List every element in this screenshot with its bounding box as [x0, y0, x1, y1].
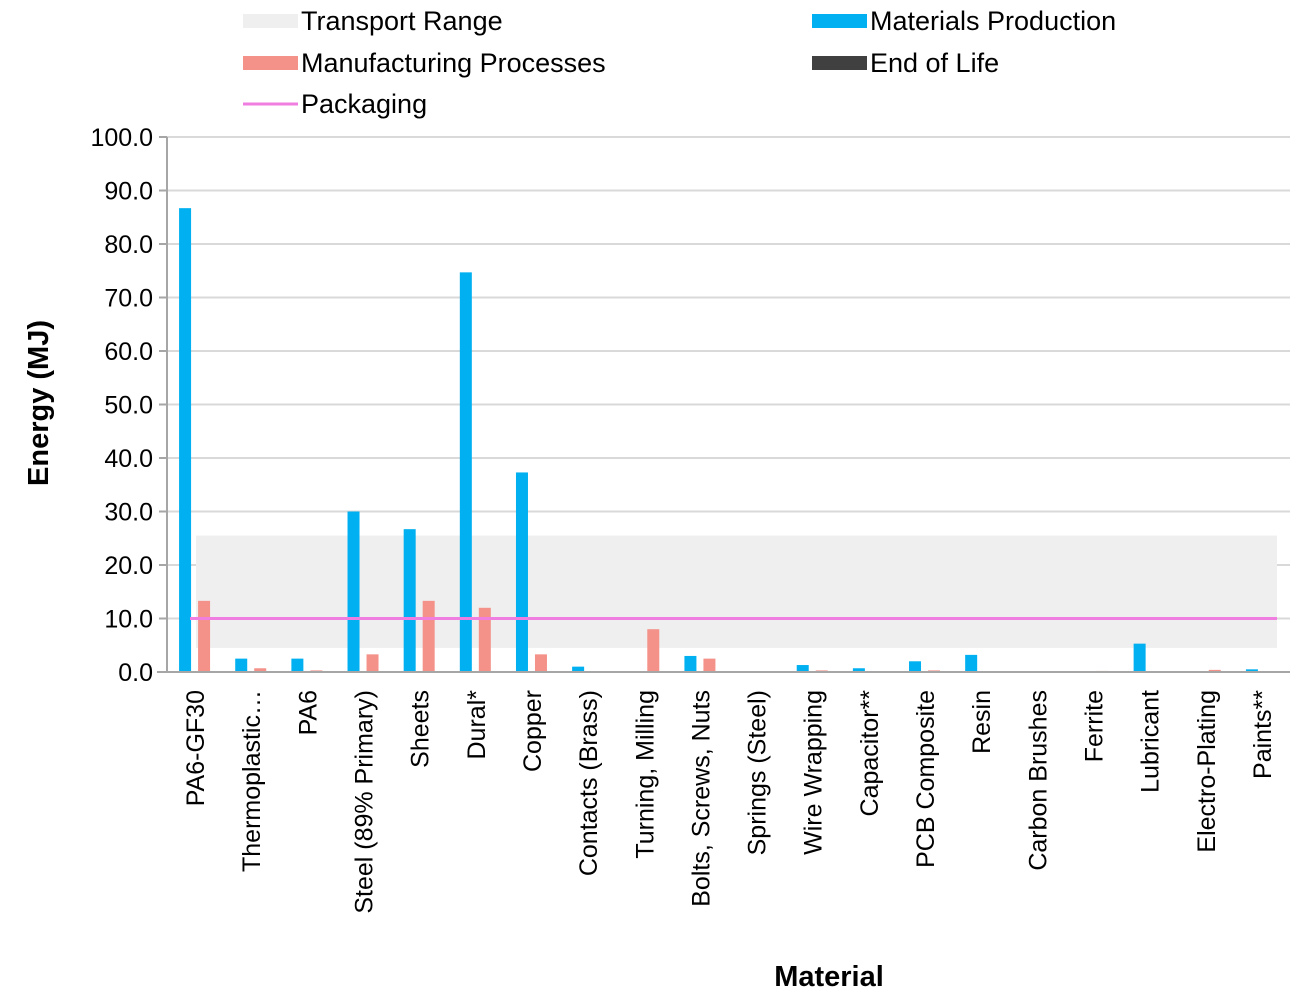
bar-manufacturing-processes	[1208, 669, 1221, 672]
bars	[179, 208, 1258, 672]
legend: Transport Range Materials Production Manuf…	[243, 6, 1116, 119]
bar-manufacturing-processes	[254, 668, 267, 672]
x-tick-label: PCB Composite	[912, 690, 940, 868]
x-tick-label: PA6-GF30	[182, 690, 210, 806]
x-tick-label: Electro-Plating	[1193, 690, 1221, 853]
y-tick-label: 30.0	[104, 499, 153, 527]
x-tick-label: Capacitor**	[856, 690, 884, 817]
bar-materials-production	[965, 654, 978, 672]
bar-materials-production	[403, 529, 416, 672]
bar-materials-production	[796, 665, 809, 672]
y-tick-label: 10.0	[104, 606, 153, 634]
bar-materials-production	[909, 661, 922, 672]
x-tick-label: Sheets	[407, 690, 435, 768]
axes	[157, 136, 1290, 673]
x-tick-label: Steel (89% Primary)	[351, 690, 379, 914]
x-tick-label: Springs (Steel)	[744, 690, 772, 855]
bar-manufacturing-processes	[703, 658, 716, 672]
legend-label: End of Life	[870, 48, 999, 78]
x-tick-label: Paints**	[1249, 690, 1277, 779]
y-tick-label: 100.0	[90, 124, 153, 152]
bar-manufacturing-processes	[478, 607, 491, 672]
x-tick-label: Wire Wrapping	[800, 690, 828, 855]
y-axis-title: Energy (MJ)	[23, 320, 55, 486]
legend-label: Packaging	[301, 89, 427, 119]
x-tick-label: Bolts, Screws, Nuts	[687, 690, 715, 907]
bar-materials-production	[347, 511, 360, 672]
legend-label: Materials Production	[870, 6, 1116, 36]
y-tick-label: 60.0	[104, 338, 153, 366]
x-tick-label: Lubricant	[1137, 690, 1165, 793]
bar-materials-production	[1245, 669, 1258, 672]
y-tick-label: 40.0	[104, 445, 153, 473]
legend-swatch	[812, 56, 867, 70]
x-tick-label: Copper	[519, 690, 547, 772]
x-tick-label: Resin	[968, 690, 996, 754]
x-tick-label: Carbon Brushes	[1024, 690, 1052, 871]
bar-materials-production	[235, 658, 248, 672]
x-tick-label: Contacts (Brass)	[575, 690, 603, 876]
y-tick-label: 50.0	[104, 392, 153, 420]
legend-swatch	[812, 14, 867, 28]
bar-manufacturing-processes	[422, 600, 435, 672]
legend-label: Transport Range	[301, 6, 503, 36]
bar-materials-production	[291, 658, 304, 672]
bar-materials-production	[459, 272, 472, 672]
legend-swatch	[243, 56, 298, 70]
y-tick-label: 90.0	[104, 178, 153, 206]
bar-manufacturing-processes	[647, 629, 660, 672]
bar-manufacturing-processes	[198, 600, 211, 672]
bar-materials-production	[572, 666, 585, 672]
bar-materials-production	[515, 472, 528, 672]
x-tick-labels: PA6-GF30 Thermoplastic… PA6 Steel (89% Prim…	[182, 690, 1277, 914]
y-tick-label: 80.0	[104, 231, 153, 259]
bar-materials-production	[179, 208, 192, 672]
bar-materials-production	[684, 655, 697, 672]
y-tick-labels: 0.0 10.0 20.0 30.0 40.0 50.0 60.0 70.0 80.0 90.0 1…	[90, 124, 153, 687]
y-tick-label: 0.0	[118, 659, 153, 687]
legend-swatch	[243, 14, 298, 28]
y-tick-label: 70.0	[104, 285, 153, 313]
bar-materials-production	[852, 668, 865, 672]
x-tick-label: Dural*	[463, 690, 491, 760]
x-tick-label: Thermoplastic…	[238, 690, 266, 872]
x-tick-label: Ferrite	[1080, 690, 1108, 762]
transport-range-band	[196, 535, 1277, 648]
bar-manufacturing-processes	[366, 654, 379, 672]
x-axis-title: Material	[774, 961, 884, 993]
x-tick-label: Turning, Milling	[631, 690, 659, 859]
legend-label: Manufacturing Processes	[301, 48, 606, 78]
transport-range-area	[196, 535, 1277, 648]
y-tick-label: 20.0	[104, 552, 153, 580]
x-tick-label: PA6	[294, 690, 322, 735]
bar-materials-production	[1133, 643, 1146, 672]
bar-manufacturing-processes	[534, 654, 547, 672]
